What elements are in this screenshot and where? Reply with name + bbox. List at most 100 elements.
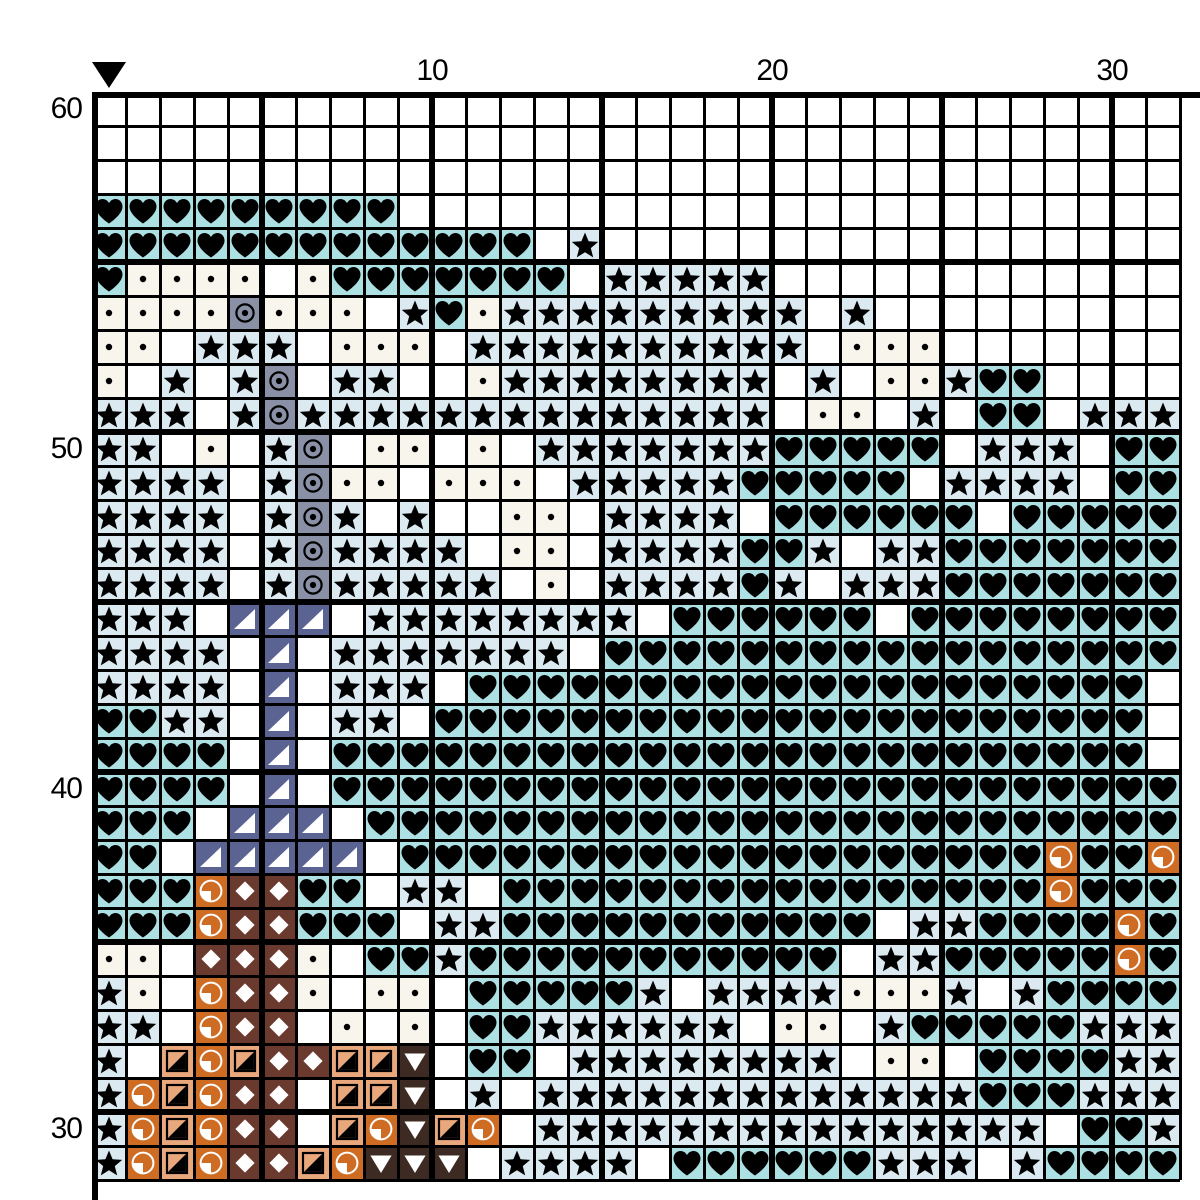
pattern-cell[interactable]	[228, 1044, 262, 1078]
pattern-cell[interactable]	[636, 602, 670, 636]
pattern-cell[interactable]	[500, 296, 534, 330]
pattern-cell[interactable]	[296, 194, 330, 228]
pattern-cell[interactable]	[330, 636, 364, 670]
pattern-cell[interactable]	[908, 636, 942, 670]
pattern-cell[interactable]	[534, 398, 568, 432]
pattern-cell[interactable]	[670, 262, 704, 296]
pattern-cell[interactable]	[670, 942, 704, 976]
pattern-cell[interactable]	[772, 874, 806, 908]
pattern-cell[interactable]	[534, 1010, 568, 1044]
pattern-cell[interactable]	[500, 194, 534, 228]
pattern-cell[interactable]	[194, 330, 228, 364]
pattern-cell[interactable]	[772, 942, 806, 976]
pattern-cell[interactable]	[466, 1146, 500, 1180]
pattern-cell[interactable]	[806, 398, 840, 432]
pattern-cell[interactable]	[398, 602, 432, 636]
pattern-cell[interactable]	[942, 1044, 976, 1078]
pattern-cell[interactable]	[602, 874, 636, 908]
pattern-cell[interactable]	[432, 568, 466, 602]
pattern-cell[interactable]	[772, 364, 806, 398]
pattern-cell[interactable]	[976, 500, 1010, 534]
pattern-cell[interactable]	[942, 330, 976, 364]
pattern-cell[interactable]	[262, 1044, 296, 1078]
pattern-cell[interactable]	[364, 568, 398, 602]
pattern-cell[interactable]	[296, 738, 330, 772]
pattern-cell[interactable]	[840, 738, 874, 772]
pattern-cell[interactable]	[500, 364, 534, 398]
pattern-cell[interactable]	[568, 500, 602, 534]
pattern-cell[interactable]	[908, 126, 942, 160]
pattern-cell[interactable]	[670, 534, 704, 568]
pattern-cell[interactable]	[1010, 296, 1044, 330]
pattern-cell[interactable]	[1044, 330, 1078, 364]
pattern-cell[interactable]	[1010, 908, 1044, 942]
pattern-cell[interactable]	[432, 194, 466, 228]
pattern-cell[interactable]	[976, 228, 1010, 262]
pattern-cell[interactable]	[636, 976, 670, 1010]
pattern-cell[interactable]	[194, 738, 228, 772]
pattern-cell[interactable]	[534, 1078, 568, 1112]
pattern-cell[interactable]	[602, 500, 636, 534]
pattern-cell[interactable]	[908, 466, 942, 500]
pattern-cell[interactable]	[364, 432, 398, 466]
pattern-cell[interactable]	[364, 670, 398, 704]
pattern-cell[interactable]	[500, 262, 534, 296]
pattern-cell[interactable]	[160, 1112, 194, 1146]
pattern-cell[interactable]	[1146, 534, 1180, 568]
pattern-cell[interactable]	[296, 466, 330, 500]
pattern-cell[interactable]	[398, 364, 432, 398]
pattern-cell[interactable]	[534, 806, 568, 840]
pattern-cell[interactable]	[1044, 432, 1078, 466]
pattern-cell[interactable]	[1010, 1078, 1044, 1112]
pattern-cell[interactable]	[500, 228, 534, 262]
pattern-cell[interactable]	[466, 738, 500, 772]
pattern-cell[interactable]	[262, 432, 296, 466]
pattern-cell[interactable]	[942, 636, 976, 670]
pattern-cell[interactable]	[670, 602, 704, 636]
pattern-cell[interactable]	[296, 432, 330, 466]
pattern-cell[interactable]	[1044, 636, 1078, 670]
pattern-cell[interactable]	[772, 398, 806, 432]
pattern-cell[interactable]	[636, 534, 670, 568]
pattern-cell[interactable]	[1146, 1146, 1180, 1180]
pattern-cell[interactable]	[296, 942, 330, 976]
pattern-cell[interactable]	[670, 976, 704, 1010]
pattern-cell[interactable]	[364, 1112, 398, 1146]
pattern-cell[interactable]	[466, 840, 500, 874]
pattern-cell[interactable]	[432, 364, 466, 398]
pattern-cell[interactable]	[568, 398, 602, 432]
pattern-cell[interactable]	[874, 806, 908, 840]
pattern-cell[interactable]	[636, 1112, 670, 1146]
pattern-cell[interactable]	[908, 194, 942, 228]
pattern-cell[interactable]	[942, 432, 976, 466]
pattern-cell[interactable]	[262, 840, 296, 874]
pattern-cell[interactable]	[432, 398, 466, 432]
pattern-cell[interactable]	[160, 262, 194, 296]
pattern-cell[interactable]	[432, 160, 466, 194]
pattern-cell[interactable]	[1146, 1078, 1180, 1112]
pattern-cell[interactable]	[432, 1044, 466, 1078]
pattern-cell[interactable]	[568, 1010, 602, 1044]
pattern-cell[interactable]	[228, 330, 262, 364]
pattern-cell[interactable]	[228, 194, 262, 228]
pattern-cell[interactable]	[908, 1044, 942, 1078]
pattern-cell[interactable]	[126, 432, 160, 466]
pattern-cell[interactable]	[534, 772, 568, 806]
pattern-cell[interactable]	[976, 806, 1010, 840]
pattern-cell[interactable]	[398, 194, 432, 228]
pattern-cell[interactable]	[1044, 262, 1078, 296]
pattern-cell[interactable]	[500, 806, 534, 840]
pattern-cell[interactable]	[262, 636, 296, 670]
pattern-cell[interactable]	[568, 330, 602, 364]
pattern-cell[interactable]	[942, 364, 976, 398]
pattern-cell[interactable]	[840, 840, 874, 874]
pattern-cell[interactable]	[398, 500, 432, 534]
pattern-cell[interactable]	[194, 364, 228, 398]
pattern-cell[interactable]	[1078, 806, 1112, 840]
pattern-cell[interactable]	[262, 670, 296, 704]
pattern-cell[interactable]	[262, 398, 296, 432]
pattern-cell[interactable]	[602, 908, 636, 942]
pattern-cell[interactable]	[704, 194, 738, 228]
pattern-cell[interactable]	[126, 568, 160, 602]
pattern-cell[interactable]	[398, 330, 432, 364]
